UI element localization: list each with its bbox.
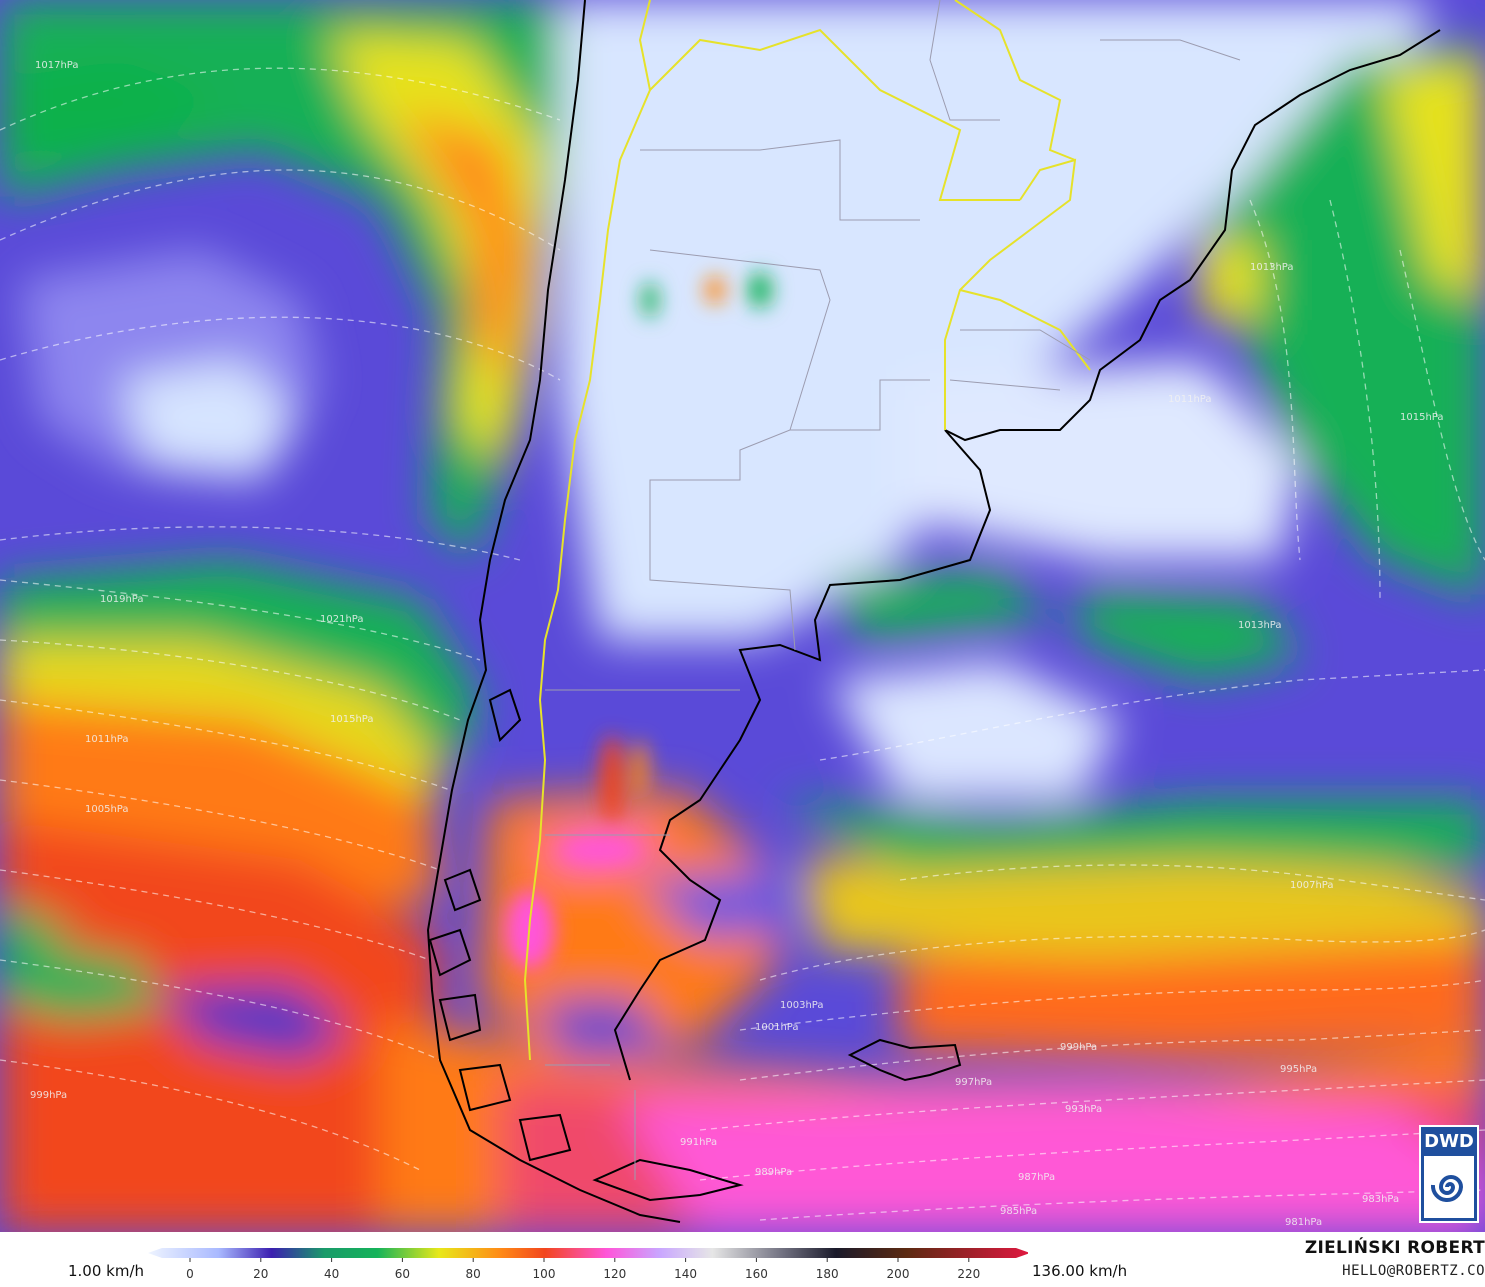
scale-tick-label: 0 [186, 1267, 194, 1281]
scale-tick-label: 120 [603, 1267, 626, 1281]
scale-tick-label: 40 [324, 1267, 339, 1281]
isobar-label: 997hPa [955, 1077, 992, 1088]
isobar-label: 1011hPa [1168, 394, 1212, 405]
isobar-label: 987hPa [1018, 1172, 1055, 1183]
wind-speed-map: 1017hPa 1019hPa 1021hPa 1015hPa 1011hPa … [0, 0, 1485, 1232]
scale-tick-label: 200 [887, 1267, 910, 1281]
isobar-labels: 1017hPa 1019hPa 1021hPa 1015hPa 1011hPa … [30, 60, 1444, 1228]
scale-tick-label: 140 [674, 1267, 697, 1281]
isobar-label: 1005hPa [85, 804, 129, 815]
isobar-label: 1015hPa [1400, 412, 1444, 423]
footer [0, 1232, 1485, 1287]
author-name: ZIELIŃSKI ROBERT [1304, 1238, 1485, 1258]
isobar-label: 1019hPa [100, 594, 144, 605]
isobar-label: 1011hPa [85, 734, 129, 745]
isobar-label: 999hPa [30, 1090, 67, 1101]
isobar-label: 1001hPa [755, 1022, 799, 1033]
logo-text: DWD [1424, 1131, 1474, 1152]
legend-max-label: 136.00 km/h [1032, 1262, 1128, 1280]
isobar-label: 1021hPa [320, 614, 364, 625]
isobar-label: 1015hPa [330, 714, 374, 725]
scale-tick-label: 80 [466, 1267, 481, 1281]
isobar-label: 1013hPa [1250, 262, 1294, 273]
isobar-label: 1003hPa [780, 1000, 824, 1011]
isobar-label: 1013hPa [1238, 620, 1282, 631]
scale-bar [148, 1248, 1028, 1258]
isobar-label: 999hPa [1060, 1042, 1097, 1053]
legend-min-label: 1.00 km/h [68, 1262, 145, 1280]
dwd-logo: DWD [1419, 1125, 1479, 1223]
wind-field [0, 0, 1485, 1232]
scale-tick-label: 180 [816, 1267, 839, 1281]
scale-tick-label: 220 [957, 1267, 980, 1281]
coastlines [426, 0, 1441, 1223]
province-borders [545, 0, 1241, 1180]
color-scale: 020406080100120140160180200220252 [148, 1248, 1028, 1281]
isobar-label: 985hPa [1000, 1206, 1037, 1217]
isobar-label: 981hPa [1285, 1217, 1322, 1228]
scale-tick-label: 20 [253, 1267, 268, 1281]
scale-ticks: 020406080100120140160180200220252 [186, 1258, 980, 1281]
borders [523, 0, 1091, 1061]
isobar-label: 1007hPa [1290, 880, 1334, 891]
isobar-label: 989hPa [755, 1167, 792, 1178]
isobar-label: 995hPa [1280, 1064, 1317, 1075]
author-email[interactable]: HELLO@ROBERTZ.CO [1342, 1263, 1485, 1279]
scale-tick-label: 60 [395, 1267, 410, 1281]
scale-tick-label: 160 [745, 1267, 768, 1281]
cyclone-spiral-icon [1430, 1175, 1464, 1203]
isobar-label: 993hPa [1065, 1104, 1102, 1115]
scale-tick-label: 100 [533, 1267, 556, 1281]
isobar-label: 983hPa [1362, 1194, 1399, 1205]
isobar-label: 991hPa [680, 1137, 717, 1148]
isobars [0, 67, 1485, 1221]
isobar-label: 1017hPa [35, 60, 79, 71]
